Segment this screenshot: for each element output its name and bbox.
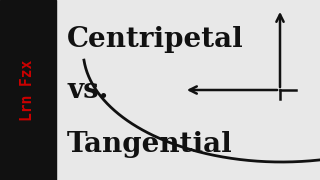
Bar	[0, 0, 56, 180]
Text: Tangential: Tangential	[67, 130, 233, 158]
Text: Centripetal: Centripetal	[67, 26, 244, 53]
Text: Lrn Fzx: Lrn Fzx	[20, 59, 36, 121]
Text: vs.: vs.	[67, 76, 108, 104]
